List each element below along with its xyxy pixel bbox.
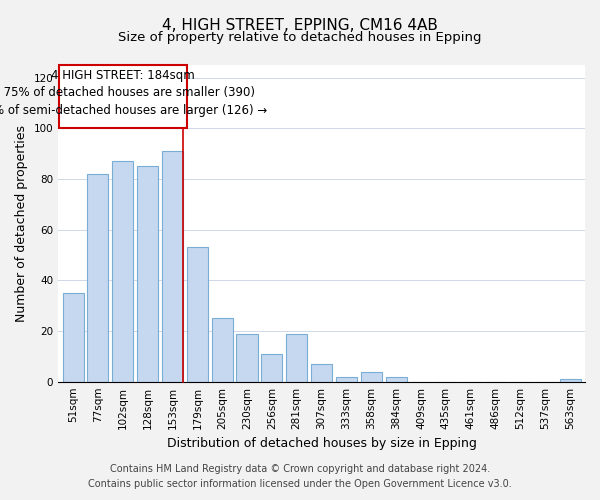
Bar bbox=[162, 151, 183, 382]
Bar bbox=[137, 166, 158, 382]
Bar bbox=[187, 248, 208, 382]
Bar bbox=[62, 293, 83, 382]
Text: 4, HIGH STREET, EPPING, CM16 4AB: 4, HIGH STREET, EPPING, CM16 4AB bbox=[162, 18, 438, 32]
Bar bbox=[560, 379, 581, 382]
FancyBboxPatch shape bbox=[59, 65, 187, 128]
Text: 24% of semi-detached houses are larger (126) →: 24% of semi-detached houses are larger (… bbox=[0, 104, 268, 117]
Y-axis label: Number of detached properties: Number of detached properties bbox=[15, 125, 28, 322]
Bar bbox=[112, 162, 133, 382]
Bar bbox=[236, 334, 257, 382]
Bar bbox=[262, 354, 283, 382]
Bar bbox=[386, 376, 407, 382]
Text: ← 75% of detached houses are smaller (390): ← 75% of detached houses are smaller (39… bbox=[0, 86, 255, 100]
Bar bbox=[212, 318, 233, 382]
Bar bbox=[311, 364, 332, 382]
Text: Size of property relative to detached houses in Epping: Size of property relative to detached ho… bbox=[118, 31, 482, 44]
X-axis label: Distribution of detached houses by size in Epping: Distribution of detached houses by size … bbox=[167, 437, 476, 450]
Bar bbox=[88, 174, 109, 382]
Text: Contains HM Land Registry data © Crown copyright and database right 2024.
Contai: Contains HM Land Registry data © Crown c… bbox=[88, 464, 512, 489]
Bar bbox=[286, 334, 307, 382]
Bar bbox=[336, 376, 357, 382]
Bar bbox=[361, 372, 382, 382]
Text: 4 HIGH STREET: 184sqm: 4 HIGH STREET: 184sqm bbox=[51, 68, 194, 82]
